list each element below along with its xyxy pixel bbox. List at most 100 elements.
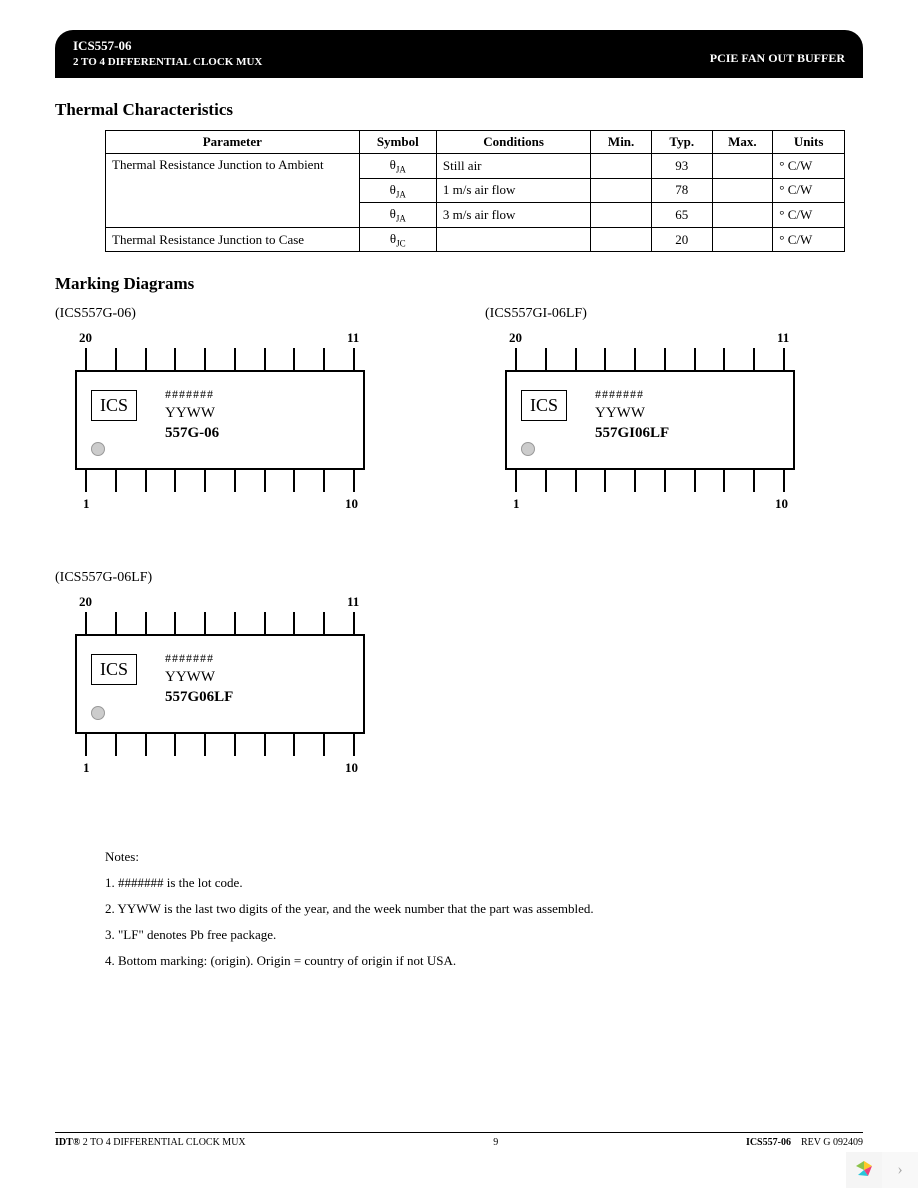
note-item: 2. YYWW is the last two digits of the ye… [105,896,863,922]
pin [115,348,117,370]
chip-logo: ICS [521,390,567,421]
pin [353,348,355,370]
pin [634,348,636,370]
chip-part-marking: 557G06LF [165,687,233,707]
col-units: Units [773,131,845,154]
marking-title: Marking Diagrams [55,274,863,294]
header-left: ICS557-06 2 TO 4 DIFFERENTIAL CLOCK MUX [73,38,262,68]
cell-typ: 20 [651,227,712,252]
cell-typ: 93 [651,154,712,179]
pin [293,734,295,756]
pin [723,470,725,492]
pin [115,734,117,756]
chip-variant-label: (ICS557GI-06LF) [485,306,815,322]
pin [353,612,355,634]
thermal-table: Parameter Symbol Conditions Min. Typ. Ma… [105,130,845,252]
cell-conditions [436,227,590,252]
chip-part-marking: 557GI06LF [595,423,669,443]
pin [634,470,636,492]
viewer-corner-widget: › [846,1152,918,1188]
cell-symbol: θJA [359,178,436,203]
cell-conditions: 1 m/s air flow [436,178,590,203]
col-max: Max. [712,131,773,154]
pin [85,470,87,492]
pin [664,348,666,370]
header-subtitle: 2 TO 4 DIFFERENTIAL CLOCK MUX [73,56,262,68]
pin-label-top-right: 11 [347,594,359,610]
cell-max [712,154,773,179]
pin [115,470,117,492]
col-parameter: Parameter [106,131,360,154]
chip-variant-label: (ICS557G-06LF) [55,570,385,586]
pin [723,348,725,370]
pin [264,734,266,756]
pins-top [85,348,355,370]
col-symbol: Symbol [359,131,436,154]
cell-units: ° C/W [773,203,845,228]
pin [145,348,147,370]
chip-lot-code: ####### [165,650,233,666]
cell-typ: 78 [651,178,712,203]
cell-max [712,178,773,203]
chip-package: 2011110ICS#######YYWW557G-06 [55,330,385,530]
pin-label-bottom-right: 10 [345,496,358,512]
pin [85,734,87,756]
cell-symbol: θJA [359,203,436,228]
pin [174,734,176,756]
pin [293,612,295,634]
cell-units: ° C/W [773,178,845,203]
notes-header: Notes: [105,844,863,870]
pin-label-bottom-right: 10 [345,760,358,776]
pin1-indicator-dot [91,442,105,456]
chip-logo: ICS [91,654,137,685]
cell-typ: 65 [651,203,712,228]
chip-body: ICS#######YYWW557G-06 [75,370,365,470]
notes-section: Notes: 1. ####### is the lot code. 2. YY… [105,844,863,974]
pin [664,470,666,492]
pin [783,348,785,370]
col-typ: Typ. [651,131,712,154]
chip-date-code: YYWW [165,403,219,423]
footer-right: ICS557-06 REV G 092409 [746,1137,863,1148]
cell-max [712,203,773,228]
next-page-button[interactable]: › [882,1152,918,1188]
cell-param: Thermal Resistance Junction to Case [106,227,360,252]
pin-label-top-right: 11 [347,330,359,346]
pin [545,470,547,492]
pin [204,348,206,370]
cell-conditions: Still air [436,154,590,179]
page-footer: IDT® 2 TO 4 DIFFERENTIAL CLOCK MUX 9 ICS… [55,1132,863,1148]
pin-label-top-left: 20 [79,330,92,346]
viewer-logo-icon[interactable] [846,1152,882,1188]
chip-diagram: (ICS557GI-06LF)2011110ICS#######YYWW557G… [485,306,815,530]
pin [174,348,176,370]
pin [204,734,206,756]
chip-variant-label: (ICS557G-06) [55,306,385,322]
pin [323,734,325,756]
pin [604,348,606,370]
chip-body: ICS#######YYWW557G06LF [75,634,365,734]
cell-symbol: θJA [359,154,436,179]
pin [353,734,355,756]
pin [234,470,236,492]
chip-body: ICS #######YYWW557GI06LF [505,370,795,470]
page-header: ICS557-06 2 TO 4 DIFFERENTIAL CLOCK MUX … [55,30,863,78]
pins-bottom [85,470,355,492]
pin-label-top-right: 11 [777,330,789,346]
pin [145,470,147,492]
pin [753,348,755,370]
pin [293,470,295,492]
pin [85,348,87,370]
pin-label-top-left: 20 [509,330,522,346]
note-item: 3. "LF" denotes Pb free package. [105,922,863,948]
cell-param: Thermal Resistance Junction to Ambient [106,154,360,228]
pin [575,348,577,370]
pin [264,348,266,370]
cell-min [591,178,652,203]
chip-marking-text: #######YYWW557GI06LF [595,386,669,443]
pin [545,348,547,370]
pin [753,470,755,492]
note-item: 1. ####### is the lot code. [105,870,863,896]
cell-units: ° C/W [773,154,845,179]
pin [145,612,147,634]
